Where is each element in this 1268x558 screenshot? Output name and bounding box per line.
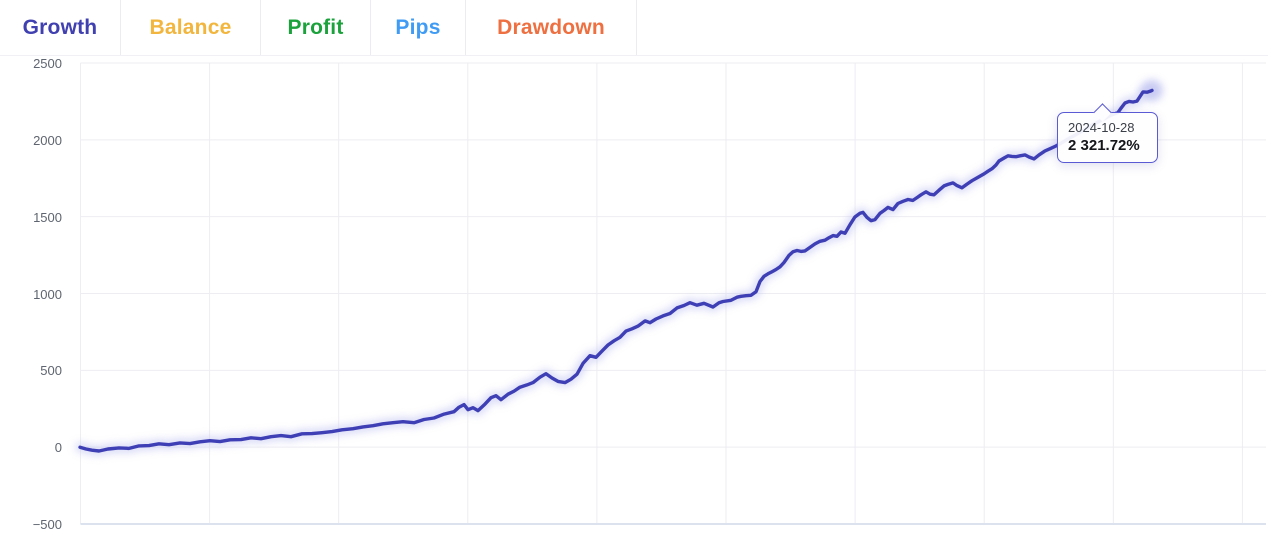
y-axis-label: 1000 bbox=[33, 286, 62, 302]
chart-tab-bar: Growth Balance Profit Pips Drawdown bbox=[0, 0, 1268, 56]
tab-drawdown[interactable]: Drawdown bbox=[466, 0, 637, 55]
line-glow bbox=[75, 85, 1157, 456]
y-axis-label: −500 bbox=[32, 517, 62, 532]
growth-line bbox=[78, 88, 1154, 453]
tab-growth[interactable]: Growth bbox=[0, 0, 121, 55]
tooltip-value: 2 321.72% bbox=[1068, 137, 1140, 154]
y-axis-label: 1500 bbox=[33, 209, 62, 225]
y-axis-label: 2000 bbox=[33, 132, 62, 148]
chart-tooltip: 2024-10-28 2 321.72% bbox=[1057, 103, 1158, 163]
tab-profit[interactable]: Profit bbox=[261, 0, 371, 55]
tab-pips[interactable]: Pips bbox=[371, 0, 466, 55]
gridlines bbox=[80, 62, 1266, 525]
y-axis-label: 500 bbox=[40, 363, 62, 379]
y-axis-label: 0 bbox=[54, 440, 62, 456]
tab-balance[interactable]: Balance bbox=[121, 0, 261, 55]
y-axis-label: 2500 bbox=[33, 56, 62, 71]
tooltip-date: 2024-10-28 bbox=[1068, 120, 1135, 135]
